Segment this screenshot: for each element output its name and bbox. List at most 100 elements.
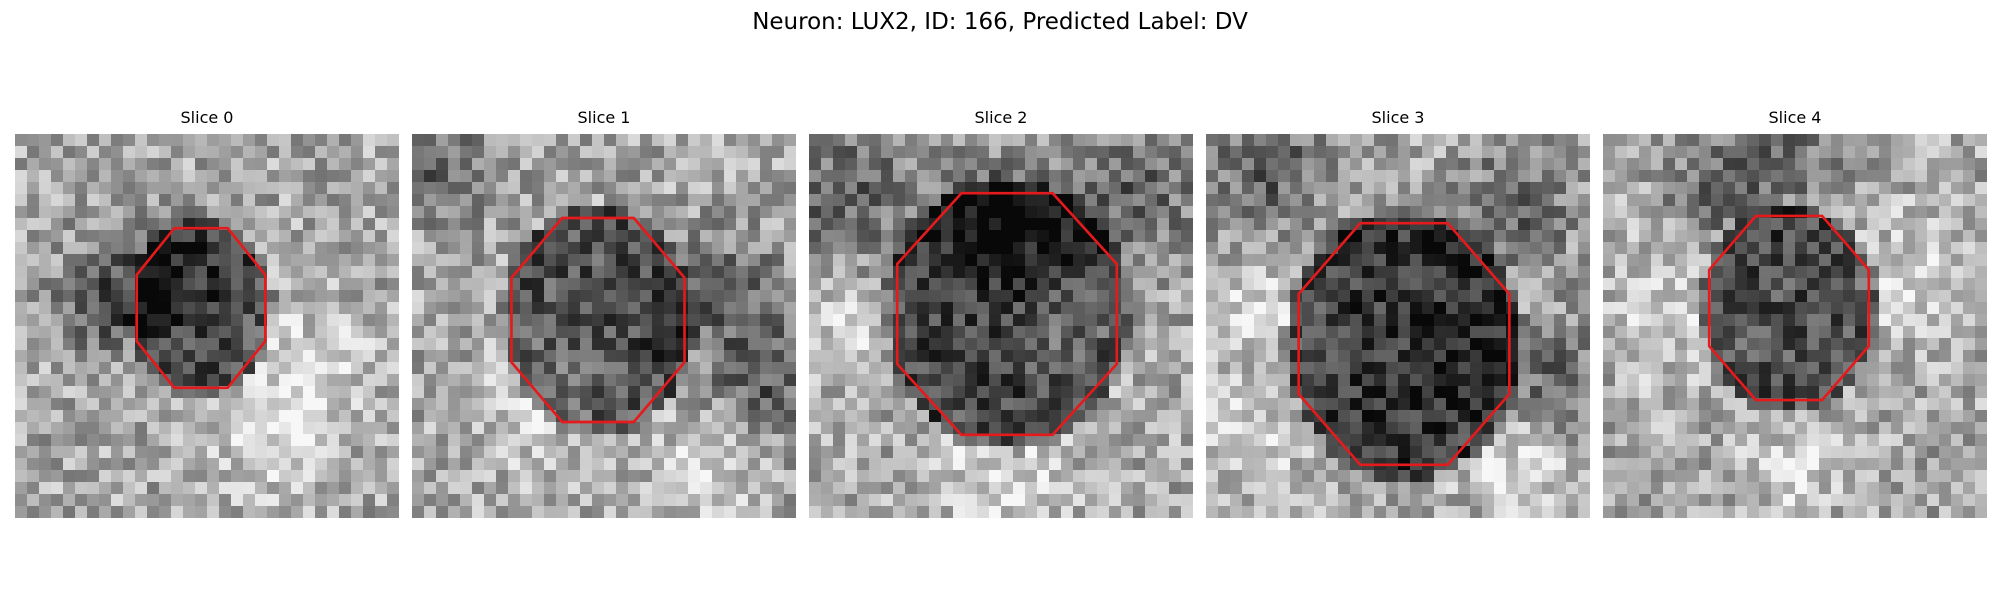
image-pixel: [1446, 194, 1459, 207]
image-pixel: [1819, 242, 1832, 255]
image-pixel: [1230, 218, 1243, 231]
image-pixel: [1218, 362, 1231, 375]
image-pixel: [1470, 254, 1483, 267]
image-pixel: [484, 218, 497, 231]
image-pixel: [568, 146, 581, 159]
image-pixel: [255, 446, 268, 459]
image-pixel: [1927, 362, 1940, 375]
image-pixel: [1362, 170, 1375, 183]
image-pixel: [1169, 374, 1182, 387]
image-pixel: [1097, 446, 1110, 459]
image-pixel: [1494, 242, 1507, 255]
image-pixel: [1085, 254, 1098, 267]
image-pixel: [135, 146, 148, 159]
image-pixel: [1771, 242, 1784, 255]
image-pixel: [712, 242, 725, 255]
image-pixel: [15, 434, 28, 447]
image-pixel: [1687, 314, 1700, 327]
image-pixel: [1049, 386, 1062, 399]
image-pixel: [195, 338, 208, 351]
image-pixel: [1025, 170, 1038, 183]
image-pixel: [664, 218, 677, 231]
image-pixel: [664, 422, 677, 435]
image-pixel: [1254, 158, 1267, 171]
image-pixel: [327, 458, 340, 471]
image-pixel: [1927, 374, 1940, 387]
image-pixel: [724, 410, 737, 423]
image-pixel: [424, 194, 437, 207]
image-pixel: [664, 362, 677, 375]
image-pixel: [147, 470, 160, 483]
image-pixel: [688, 338, 701, 351]
image-pixel: [1302, 362, 1315, 375]
image-pixel: [231, 506, 244, 518]
image-pixel: [857, 278, 870, 291]
image-pixel: [1651, 350, 1664, 363]
image-pixel: [207, 278, 220, 291]
image-pixel: [351, 158, 364, 171]
image-pixel: [1073, 338, 1086, 351]
image-pixel: [1013, 266, 1026, 279]
image-pixel: [1326, 494, 1339, 507]
image-pixel: [1218, 482, 1231, 495]
image-pixel: [568, 338, 581, 351]
image-pixel: [1013, 194, 1026, 207]
image-pixel: [1061, 290, 1074, 303]
image-pixel: [375, 374, 388, 387]
image-pixel: [688, 374, 701, 387]
image-pixel: [1530, 266, 1543, 279]
image-pixel: [147, 134, 160, 147]
image-pixel: [472, 278, 485, 291]
image-pixel: [207, 302, 220, 315]
image-pixel: [135, 194, 148, 207]
image-pixel: [63, 230, 76, 243]
image-pixel: [1615, 134, 1628, 147]
image-pixel: [1037, 326, 1050, 339]
image-pixel: [51, 158, 64, 171]
image-pixel: [27, 218, 40, 231]
image-pixel: [869, 494, 882, 507]
image-pixel: [929, 230, 942, 243]
image-pixel: [1037, 482, 1050, 495]
image-pixel: [712, 458, 725, 471]
image-pixel: [1109, 326, 1122, 339]
image-pixel: [1266, 314, 1279, 327]
image-pixel: [508, 314, 521, 327]
image-pixel: [640, 278, 653, 291]
image-pixel: [351, 374, 364, 387]
image-pixel: [1302, 410, 1315, 423]
image-pixel: [1663, 242, 1676, 255]
image-pixel: [977, 314, 990, 327]
image-pixel: [135, 494, 148, 507]
image-pixel: [700, 146, 713, 159]
image-pixel: [1362, 506, 1375, 518]
image-pixel: [736, 134, 749, 147]
image-pixel: [724, 242, 737, 255]
image-pixel: [183, 374, 196, 387]
image-pixel: [544, 458, 557, 471]
image-pixel: [171, 494, 184, 507]
image-pixel: [1121, 182, 1134, 195]
image-pixel: [1927, 146, 1940, 159]
image-pixel: [1554, 446, 1567, 459]
image-pixel: [1963, 386, 1976, 399]
image-pixel: [1566, 338, 1579, 351]
image-pixel: [1218, 470, 1231, 483]
image-pixel: [1963, 302, 1976, 315]
image-pixel: [1025, 134, 1038, 147]
image-pixel: [1290, 362, 1303, 375]
image-pixel: [1603, 338, 1616, 351]
image-pixel: [279, 194, 292, 207]
image-pixel: [1386, 374, 1399, 387]
image-pixel: [821, 326, 834, 339]
image-pixel: [159, 302, 172, 315]
image-pixel: [351, 482, 364, 495]
image-pixel: [219, 146, 232, 159]
image-pixel: [99, 134, 112, 147]
image-pixel: [700, 362, 713, 375]
image-pixel: [207, 146, 220, 159]
image-pixel: [760, 194, 773, 207]
image-pixel: [917, 170, 930, 183]
image-pixel: [279, 290, 292, 303]
image-pixel: [135, 506, 148, 518]
